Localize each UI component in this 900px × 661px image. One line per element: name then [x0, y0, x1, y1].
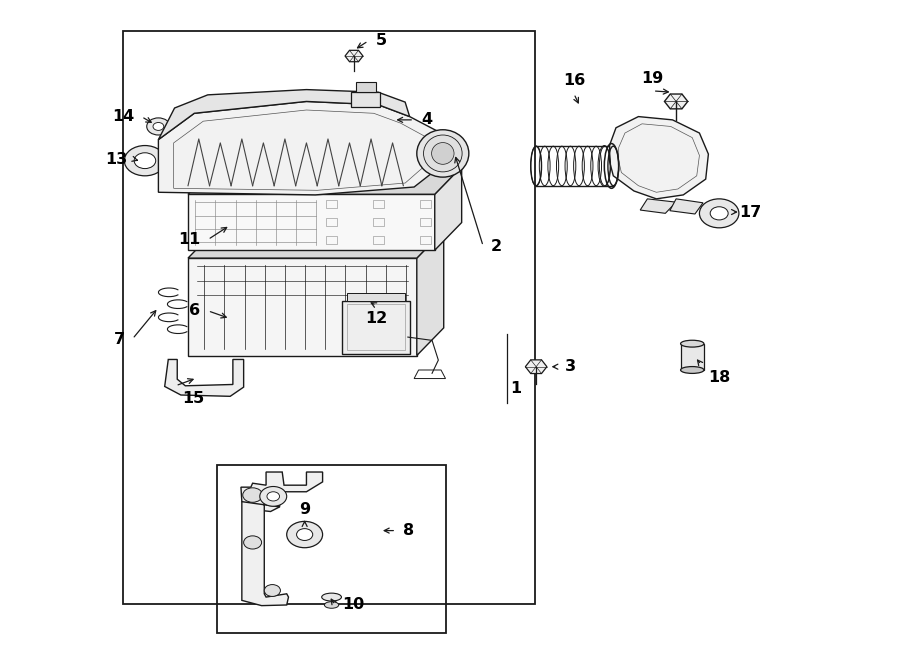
- Polygon shape: [241, 472, 322, 512]
- Polygon shape: [165, 360, 244, 397]
- Ellipse shape: [424, 135, 462, 172]
- Ellipse shape: [680, 367, 704, 373]
- Circle shape: [287, 522, 322, 548]
- Text: 8: 8: [403, 523, 415, 538]
- Polygon shape: [158, 101, 441, 195]
- Bar: [217, 465, 446, 633]
- Bar: [420, 237, 431, 245]
- Text: 18: 18: [708, 370, 731, 385]
- Bar: [326, 218, 337, 226]
- Circle shape: [710, 207, 728, 220]
- Bar: [374, 218, 383, 226]
- Text: 19: 19: [642, 71, 664, 86]
- Ellipse shape: [417, 130, 469, 177]
- Polygon shape: [526, 360, 547, 373]
- Circle shape: [153, 122, 164, 130]
- Text: 11: 11: [178, 232, 201, 247]
- Bar: [420, 218, 431, 226]
- Text: 15: 15: [183, 391, 205, 406]
- Text: 17: 17: [739, 204, 761, 219]
- Polygon shape: [435, 167, 462, 251]
- Ellipse shape: [680, 340, 704, 347]
- Circle shape: [124, 145, 166, 176]
- Bar: [346, 293, 405, 301]
- Polygon shape: [158, 90, 410, 139]
- Polygon shape: [345, 50, 363, 61]
- Text: 1: 1: [510, 381, 521, 396]
- Text: 10: 10: [342, 598, 364, 613]
- Bar: [356, 82, 375, 93]
- Circle shape: [260, 486, 287, 506]
- Circle shape: [243, 488, 263, 502]
- Circle shape: [147, 118, 170, 135]
- Text: 14: 14: [112, 109, 134, 124]
- Bar: [346, 304, 405, 350]
- Circle shape: [297, 529, 312, 541]
- Polygon shape: [664, 94, 688, 109]
- Text: 13: 13: [104, 152, 127, 167]
- Text: 7: 7: [114, 332, 125, 346]
- Polygon shape: [417, 231, 444, 356]
- Bar: [351, 93, 380, 106]
- Bar: [188, 258, 417, 356]
- Ellipse shape: [432, 143, 454, 165]
- Bar: [374, 200, 383, 208]
- Circle shape: [699, 199, 739, 228]
- Bar: [326, 200, 337, 208]
- Polygon shape: [242, 502, 289, 605]
- Ellipse shape: [324, 602, 338, 608]
- Polygon shape: [188, 167, 462, 194]
- Bar: [374, 237, 383, 245]
- Text: 5: 5: [375, 34, 387, 48]
- Text: 12: 12: [365, 311, 388, 326]
- Text: 3: 3: [565, 359, 576, 374]
- Circle shape: [134, 153, 156, 169]
- Polygon shape: [670, 199, 703, 214]
- Bar: [342, 301, 410, 354]
- Bar: [680, 344, 704, 370]
- Text: 2: 2: [491, 239, 501, 254]
- Text: 4: 4: [421, 112, 432, 128]
- Circle shape: [244, 536, 262, 549]
- Circle shape: [265, 584, 281, 596]
- Text: 16: 16: [562, 73, 585, 89]
- Circle shape: [267, 492, 280, 501]
- Polygon shape: [609, 116, 708, 199]
- Bar: [122, 31, 536, 603]
- Polygon shape: [640, 199, 676, 214]
- Text: 6: 6: [189, 303, 201, 318]
- Bar: [188, 194, 435, 251]
- Text: 9: 9: [299, 502, 310, 518]
- Ellipse shape: [321, 593, 341, 601]
- Bar: [420, 200, 431, 208]
- Polygon shape: [188, 231, 444, 258]
- Bar: [326, 237, 337, 245]
